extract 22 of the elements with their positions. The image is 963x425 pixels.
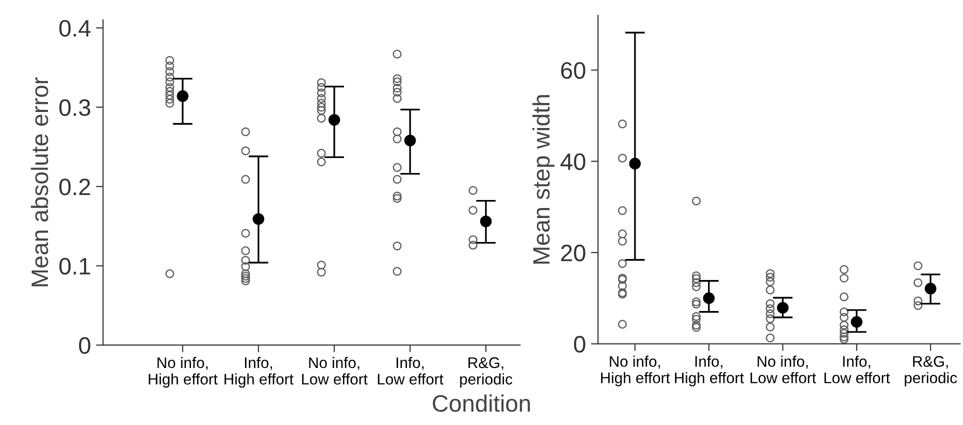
x-tick-label: R&G, periodic — [460, 357, 512, 388]
y-tick-label: 0.3 — [59, 99, 90, 116]
x-tick-label: Info, Low effort — [378, 356, 444, 385]
y-axis-title: Mean absolute error — [30, 77, 48, 286]
x-tick-label: R&G, periodic — [904, 356, 957, 386]
y-tick-label: 0.4 — [59, 20, 91, 37]
x-axis-title: Condition — [432, 394, 530, 412]
x-tick-label: Info, High effort — [675, 356, 744, 386]
x-tick-label: No info, Low effort — [750, 356, 816, 384]
x-tick-label: Info, High effort — [224, 356, 294, 388]
x-tick-label: No info, High effort — [148, 356, 218, 388]
x-tick-label: Info, Low effort — [824, 356, 890, 384]
y-tick-label: 40 — [560, 153, 586, 170]
y-axis-title: Mean step width — [532, 95, 554, 264]
y-tick-label: 0 — [574, 336, 586, 353]
y-tick-label: 20 — [561, 244, 586, 262]
y-tick-label: 0.1 — [59, 258, 90, 275]
x-tick-label: No info, High effort — [601, 356, 670, 386]
y-tick-label: 0.2 — [59, 178, 90, 196]
y-tick-label: 60 — [561, 62, 586, 79]
x-tick-label: No info, Low effort — [302, 356, 368, 385]
y-tick-label: 0 — [79, 337, 90, 354]
